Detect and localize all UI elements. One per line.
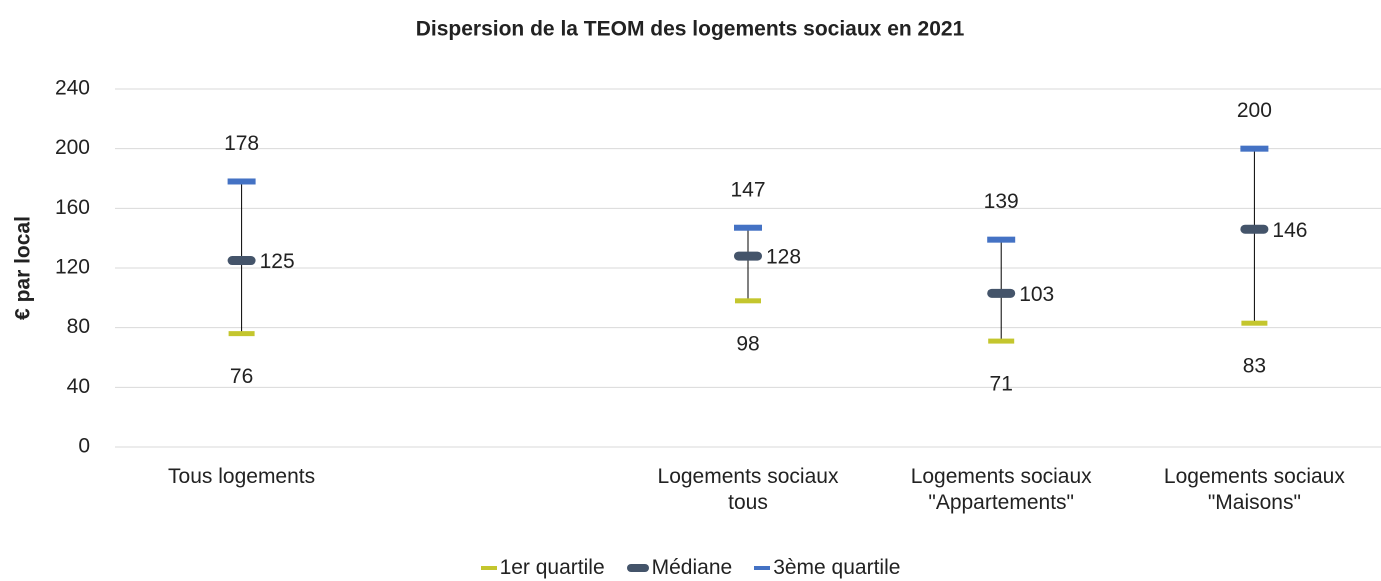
marker [734,224,762,231]
legend-swatch [754,566,771,570]
x-tick-label: Tous logements [168,465,316,488]
marker [734,251,762,261]
data-label: 98 [736,332,759,355]
data-label: 200 [1237,99,1272,122]
legend-swatch [626,564,649,572]
legend-label: Médiane [651,556,733,579]
y-tick-label: 0 [78,435,90,458]
data-label: 125 [260,250,295,273]
data-label: 83 [1243,355,1266,378]
data-label: 139 [984,190,1019,213]
y-tick-label: 80 [67,315,90,338]
y-tick-label: 40 [67,375,90,398]
data-label: 146 [1272,219,1307,242]
legend-item: Médiane [626,556,733,580]
marker [1240,145,1269,152]
y-tick-label: 120 [55,256,90,279]
y-tick-label: 200 [55,136,90,159]
marker [987,236,1016,243]
legend-item: 3ème quartile [754,556,900,580]
x-tick-label: Logements sociaux "Appartements" [910,465,1092,514]
data-label: 71 [990,373,1013,396]
data-label: 103 [1019,283,1054,306]
legend-swatch [480,566,497,570]
y-tick-label: 160 [55,196,90,219]
marker [227,178,256,185]
marker [1240,224,1269,234]
x-tick-label: Logements sociaux tous [657,465,839,514]
marker [987,288,1016,298]
y-axis-label: € par local [12,216,35,320]
x-tick-label: Logements sociaux "Maisons" [1163,465,1345,514]
marker [227,256,256,266]
marker [988,338,1015,344]
marker [1241,320,1268,326]
chart-title: Dispersion de la TEOM des logements soci… [416,18,965,41]
legend-label: 1er quartile [499,556,605,579]
legend-item: 1er quartile [480,556,605,580]
data-label: 147 [730,178,765,201]
legend-label: 3ème quartile [773,556,901,579]
y-tick-label: 240 [55,77,90,100]
marker [735,298,761,304]
data-label: 128 [766,246,801,269]
marker [228,331,255,337]
data-label: 76 [230,365,253,388]
data-label: 178 [224,132,259,155]
legend: 1er quartile Médiane 3ème quartile [0,556,1381,580]
